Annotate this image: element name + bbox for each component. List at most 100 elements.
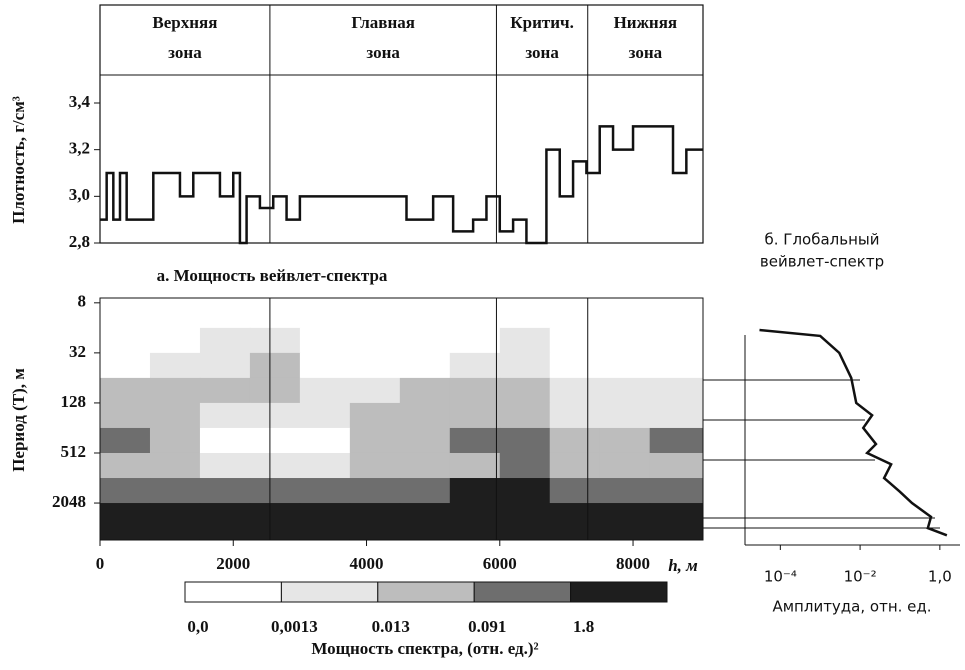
heat-cell: [300, 328, 350, 354]
heat-cell: [350, 503, 400, 540]
heat-cell: [650, 428, 704, 454]
colorbar-tick-label: 1.8: [573, 617, 594, 636]
heat-cell: [250, 503, 300, 540]
heat-cell: [500, 503, 550, 540]
heat-cell: [100, 478, 150, 504]
heat-cell: [550, 328, 600, 354]
heat-cell: [150, 403, 200, 429]
heat-cell: [250, 353, 300, 379]
top-frame: [100, 5, 703, 243]
heat-cell: [450, 353, 500, 379]
heat-cell: [250, 403, 300, 429]
heat-cell: [450, 503, 500, 540]
heat-cell: [600, 503, 650, 540]
heat-cell: [150, 478, 200, 504]
colorbar-tick-label: 0.013: [372, 617, 410, 636]
heat-cell: [300, 403, 350, 429]
heat-cell: [150, 453, 200, 479]
heat-cell: [300, 353, 350, 379]
heat-cell: [550, 353, 600, 379]
colorbar-tick-label: 0,0013: [271, 617, 318, 636]
y-tick-label: 128: [61, 392, 87, 411]
colorbar-swatch: [281, 582, 377, 602]
heat-cell: [650, 403, 704, 429]
heat-cell: [500, 403, 550, 429]
heat-cell: [100, 453, 150, 479]
heat-cell: [350, 478, 400, 504]
y-tick-label: 3,0: [69, 185, 90, 204]
heat-cell: [300, 503, 350, 540]
page: Плотность, г/см³ а. Мощность вейвлет-спе…: [0, 0, 965, 670]
heat-cell: [600, 298, 650, 328]
x-tick-label: 10⁻⁴: [764, 568, 797, 586]
figure: Плотность, г/см³ а. Мощность вейвлет-спе…: [0, 0, 965, 670]
heat-cell: [450, 298, 500, 328]
heat-cell: [200, 428, 250, 454]
heat-cell: [450, 378, 500, 404]
colorbar-label: Мощность спектра, (отн. ед.)²: [311, 639, 538, 658]
heat-cell: [250, 328, 300, 354]
heat-cell: [200, 328, 250, 354]
heat-cell: [150, 328, 200, 354]
heat-cell: [650, 453, 704, 479]
zone-label: зона: [168, 43, 202, 62]
heat-cell: [250, 478, 300, 504]
x-tick-label: 6000: [483, 554, 517, 573]
heat-cell: [600, 453, 650, 479]
heat-cell: [550, 298, 600, 328]
y-tick-label: 2048: [52, 492, 86, 511]
heat-cell: [100, 298, 150, 328]
y-tick-label: 2,8: [69, 232, 90, 251]
heat-cell: [450, 428, 500, 454]
heat-cell: [250, 378, 300, 404]
heat-cell: [400, 378, 450, 404]
zone-label: Главная: [351, 13, 415, 32]
heat-cell: [550, 503, 600, 540]
heat-cell: [300, 428, 350, 454]
x-tick-label: 0: [96, 554, 105, 573]
heat-cell: [650, 503, 704, 540]
heat-cell: [150, 503, 200, 540]
zone-label: зона: [629, 43, 663, 62]
zone-label: Нижняя: [614, 13, 678, 32]
heat-cell: [550, 403, 600, 429]
heat-cell: [150, 428, 200, 454]
heat-cell: [550, 378, 600, 404]
heat-cell: [150, 378, 200, 404]
heat-cell: [400, 328, 450, 354]
heat-cell: [450, 478, 500, 504]
global-title: б. Глобальный: [765, 231, 880, 249]
zone-label: Верхняя: [152, 13, 217, 32]
heat-cell: [150, 298, 200, 328]
heat-cell: [350, 298, 400, 328]
heat-cell: [350, 403, 400, 429]
heat-cell: [350, 378, 400, 404]
colorbar-swatch: [378, 582, 474, 602]
x-tick-label: 4000: [350, 554, 384, 573]
y-tick-label: 8: [78, 292, 87, 311]
heat-cell: [100, 378, 150, 404]
heat-cell: [450, 403, 500, 429]
colorbar-swatch: [571, 582, 667, 602]
heat-cell: [100, 353, 150, 379]
heat-cell: [450, 328, 500, 354]
heat-cell: [100, 403, 150, 429]
heat-cell: [450, 453, 500, 479]
heat-cell: [500, 453, 550, 479]
heat-cell: [250, 453, 300, 479]
density-ylabel: Плотность, г/см³: [9, 96, 28, 224]
heat-cell: [200, 378, 250, 404]
heat-cell: [500, 328, 550, 354]
heat-cell: [650, 298, 704, 328]
colorbar-tick-label: 0.091: [468, 617, 506, 636]
heat-cell: [200, 453, 250, 479]
heat-cell: [400, 478, 450, 504]
heat-cell: [650, 353, 704, 379]
heat-cell: [300, 298, 350, 328]
y-tick-label: 32: [69, 342, 86, 361]
heat-cell: [350, 428, 400, 454]
heat-cell: [350, 328, 400, 354]
heat-cell: [150, 353, 200, 379]
heat-cell: [400, 353, 450, 379]
zone-label: Критич.: [510, 13, 574, 32]
